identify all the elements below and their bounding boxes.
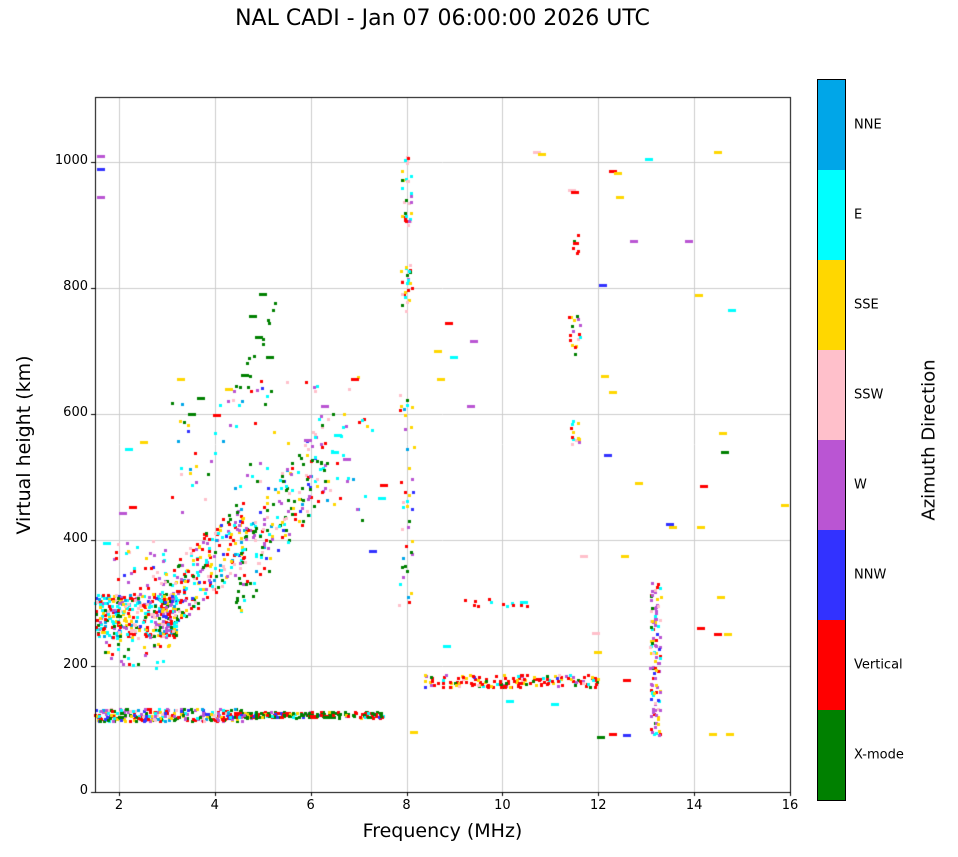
y-tick-label: 200 [63,656,88,672]
x-tick-label: 2 [114,798,124,813]
colorbar-category-label: NNE [854,117,882,133]
x-tick-label: 4 [210,798,219,813]
x-axis-label: Frequency (MHz) [362,820,523,842]
x-tick-label: 12 [589,798,607,813]
colorbar-category-label: X-mode [854,747,904,763]
colorbar-segment-nnw [818,530,845,620]
colorbar-segment-nne [818,80,845,170]
colorbar-category-label: Vertical [854,657,903,673]
colorbar-category-label: SSW [854,387,884,403]
y-tick-label: 400 [63,530,88,546]
x-tick-label: 16 [781,798,799,813]
x-tick-label: 8 [402,798,411,813]
colorbar-segment-w [818,440,845,530]
colorbar-segment-x-mode [818,710,845,800]
colorbar-outline [817,79,846,801]
x-tick-label: 14 [685,798,703,813]
x-tick-label: 10 [494,798,511,813]
y-tick-label: 600 [63,404,88,420]
y-tick-label: 0 [79,783,88,798]
colorbar-category-label: SSE [854,297,879,313]
colorbar-segment-e [818,170,845,260]
colorbar-category-label: NNW [854,567,887,583]
x-tick-label: 6 [306,798,315,813]
colorbar-category-label: E [854,207,863,223]
colorbar-axis-label: Azimuth Direction [918,359,940,521]
y-tick-label: 1000 [54,152,88,168]
colorbar-segment-ssw [818,350,845,440]
colorbar-category-label: W [854,477,867,493]
colorbar-segment-vertical [818,620,845,710]
y-axis-label: Virtual height (km) [13,355,35,535]
y-tick-label: 800 [63,278,88,294]
colorbar-segment-sse [818,260,845,350]
